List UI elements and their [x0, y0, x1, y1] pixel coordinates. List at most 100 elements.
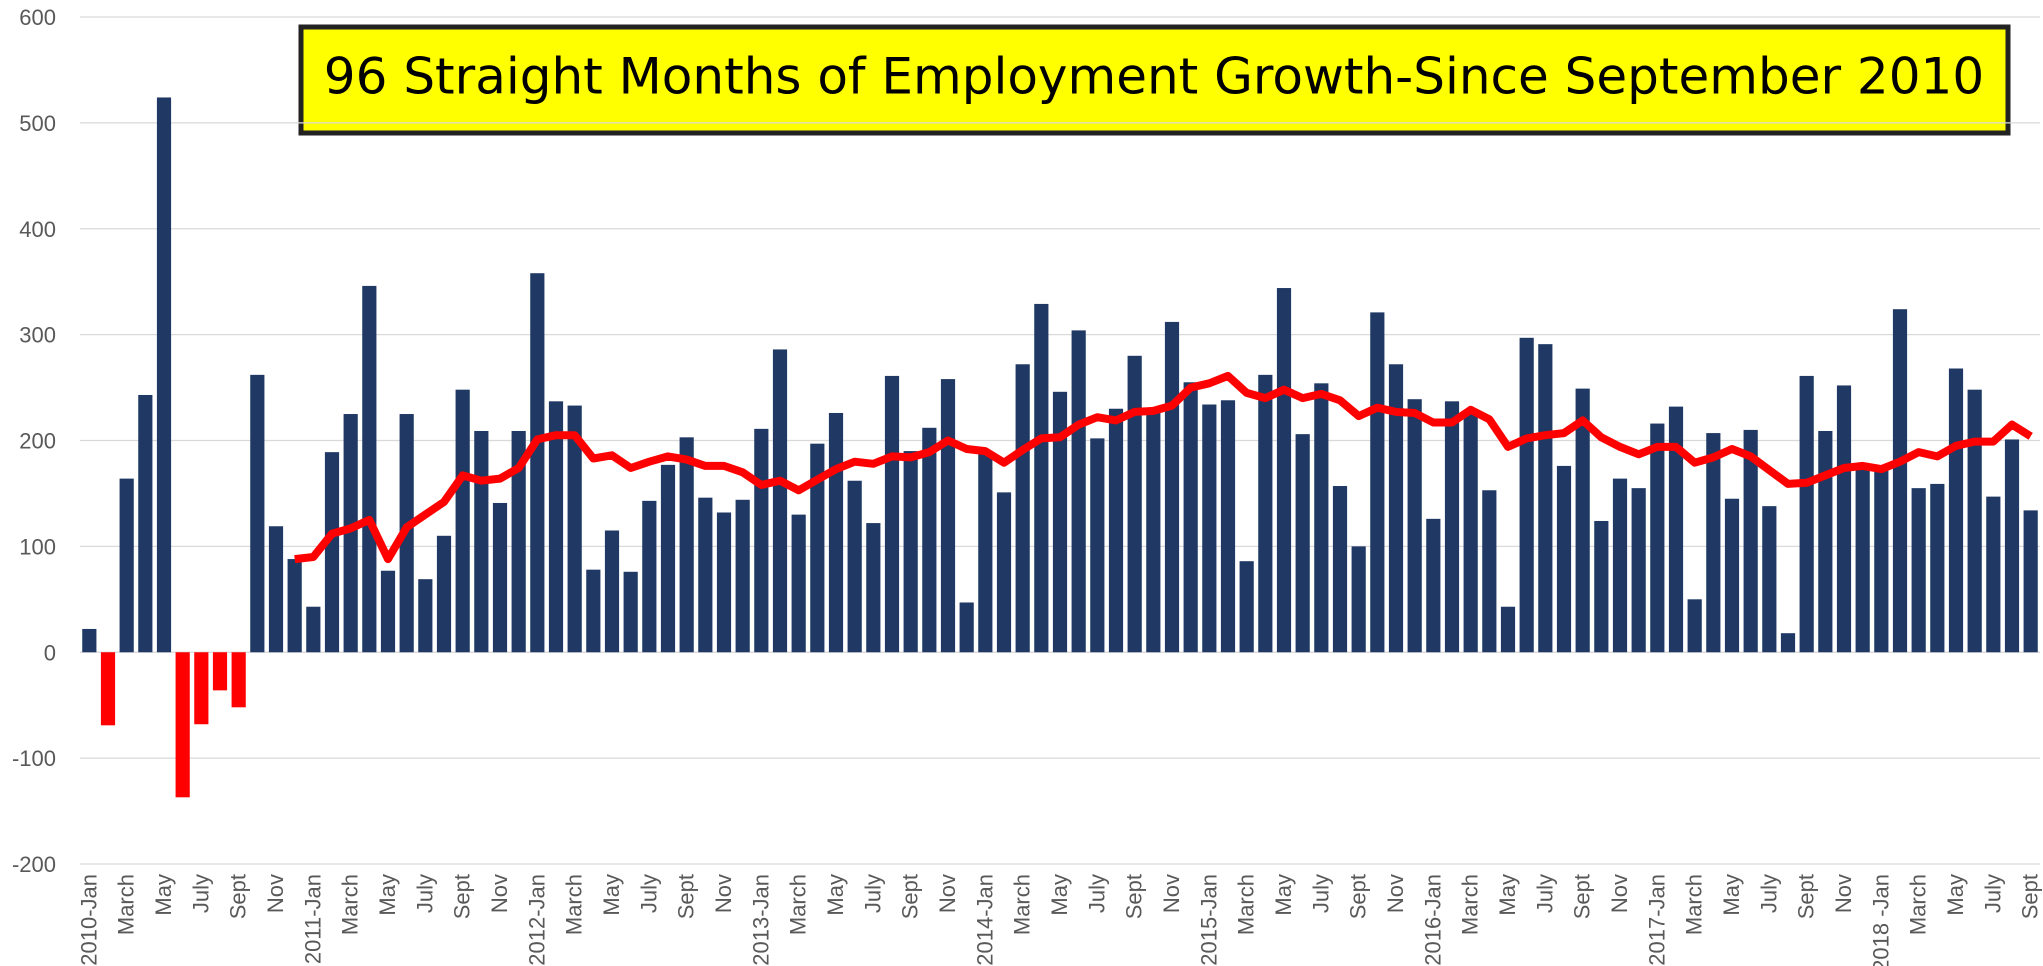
bar — [642, 500, 657, 653]
x-tick-label: 2010-Jan — [76, 874, 101, 966]
x-tick-label: 2013-Jan — [748, 874, 773, 966]
x-tick-label: May — [1943, 874, 1968, 916]
x-tick-label: July — [1532, 874, 1557, 913]
x-tick-label: March — [1010, 874, 1035, 935]
bar — [138, 394, 153, 653]
bar — [324, 452, 340, 653]
bar — [1444, 401, 1460, 653]
x-tick-label: July — [1980, 874, 2005, 913]
x-tick-label: Nov — [1159, 874, 1184, 913]
bar — [1202, 404, 1217, 653]
y-tick-label: 600 — [19, 5, 56, 30]
y-tick-label: 0 — [44, 640, 56, 665]
bar — [1594, 520, 1609, 653]
bar — [1258, 374, 1273, 653]
x-tick-label: May — [375, 874, 400, 916]
chart-title: 96 Straight Months of Employment Growth-… — [324, 48, 1984, 106]
bar — [1706, 433, 1721, 653]
x-tick-label: May — [1495, 874, 1520, 916]
x-tick-label: July — [1084, 874, 1109, 913]
bar — [194, 652, 209, 725]
bar — [1314, 383, 1329, 653]
bar — [716, 512, 732, 653]
bar — [1426, 518, 1441, 653]
bar — [903, 451, 918, 653]
bar — [1090, 438, 1105, 653]
x-tick-label: March — [1906, 874, 1931, 935]
bar — [660, 464, 676, 653]
x-tick-label: July — [1756, 874, 1781, 913]
bar — [511, 430, 526, 653]
x-tick-label: Sept — [1794, 874, 1819, 919]
bar — [250, 374, 265, 653]
bar — [287, 559, 302, 653]
bar — [1183, 382, 1198, 653]
bar — [679, 437, 694, 653]
bar — [2023, 510, 2038, 653]
bar — [1836, 385, 1852, 653]
y-tick-label: 400 — [19, 217, 56, 242]
x-tick-label: May — [1047, 874, 1072, 916]
x-tick-label: Sept — [1122, 874, 1147, 919]
bar — [772, 349, 788, 653]
bar — [1687, 599, 1702, 653]
x-tick-label: July — [860, 874, 885, 913]
y-tick-label: 500 — [19, 111, 56, 136]
bar — [1743, 429, 1758, 653]
y-tick-label: 100 — [19, 534, 56, 559]
bar — [1407, 399, 1422, 653]
bar — [82, 628, 97, 653]
x-tick-label: Nov — [935, 874, 960, 913]
x-tick-label: March — [338, 874, 363, 935]
bar — [474, 430, 489, 653]
bar — [1071, 330, 1086, 653]
bar — [418, 579, 433, 653]
x-tick-label: Nov — [487, 874, 512, 913]
bar — [1762, 506, 1777, 653]
x-tick-label: Sept — [2018, 874, 2043, 919]
bar — [847, 480, 862, 653]
x-tick-label: 2018 -Jan — [1868, 874, 1893, 966]
bar — [567, 405, 582, 653]
bar — [586, 569, 601, 653]
x-tick-label: July — [188, 874, 213, 913]
x-tick-label: July — [1308, 874, 1333, 913]
x-tick-label: 2017-Jan — [1644, 874, 1669, 966]
x-tick-label: 2016-Jan — [1420, 874, 1445, 966]
bar — [1892, 309, 1908, 653]
x-tick-label: Sept — [1346, 874, 1371, 919]
bar — [978, 451, 993, 653]
x-tick-label: 2011-Jan — [300, 874, 325, 964]
x-tick-label: 2014-Jan — [972, 874, 997, 966]
bar — [1538, 344, 1553, 653]
bar — [1370, 312, 1385, 653]
bar — [754, 428, 769, 653]
x-tick-label: 2015-Jan — [1196, 874, 1221, 966]
bar — [1482, 490, 1497, 653]
bar — [1276, 288, 1292, 653]
bar — [828, 412, 844, 653]
bar — [362, 285, 377, 653]
bar — [1127, 355, 1142, 653]
bar — [1015, 364, 1030, 653]
bar — [1724, 498, 1740, 653]
bar — [604, 530, 620, 653]
bar — [922, 427, 937, 653]
bar — [1575, 388, 1590, 653]
bar — [791, 514, 806, 653]
x-tick-label: May — [823, 874, 848, 916]
x-tick-label: May — [599, 874, 624, 916]
bar — [1220, 400, 1236, 653]
bar — [231, 652, 246, 708]
x-tick-label: Nov — [1383, 874, 1408, 913]
bar — [1519, 337, 1534, 653]
x-tick-label: May — [151, 874, 176, 916]
bar — [1874, 465, 1889, 653]
bar — [940, 379, 956, 653]
x-tick-label: Sept — [450, 874, 475, 919]
x-tick-label: Nov — [1607, 874, 1632, 913]
bar — [1239, 561, 1254, 653]
y-tick-label: 300 — [19, 323, 56, 348]
y-tick-label: -100 — [12, 746, 56, 771]
